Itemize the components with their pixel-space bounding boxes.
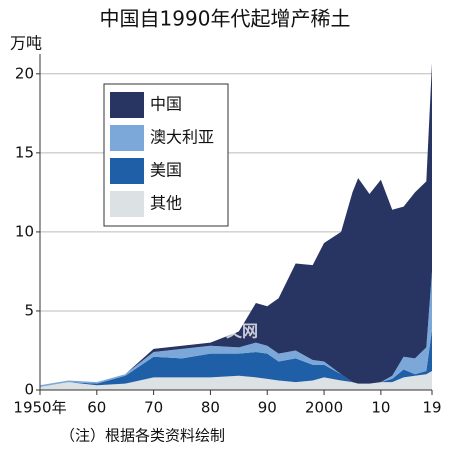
area	[40, 371, 432, 390]
area	[40, 62, 432, 386]
note: （注）根据各类资料绘制	[60, 427, 225, 445]
y-tick-label: 10	[15, 222, 34, 240]
legend-label: 其他	[150, 194, 182, 213]
legend-label: 中国	[150, 95, 182, 114]
x-tick-label: 1950年	[13, 399, 66, 417]
watermark: 日经中文网	[178, 322, 258, 341]
legend-label: 美国	[150, 161, 182, 180]
x-tick-label: 90	[258, 399, 277, 417]
y-axis-label: 万吨	[10, 34, 42, 53]
x-tick-label: 70	[144, 399, 163, 417]
chart-title: 中国自1990年代起增产稀土	[100, 7, 351, 31]
legend-label: 澳大利亚	[150, 128, 214, 147]
y-tick-label: 20	[15, 64, 34, 82]
area	[40, 271, 432, 387]
y-tick-label: 0	[24, 381, 34, 399]
legend-swatch	[110, 125, 144, 151]
x-tick-label: 19	[422, 399, 441, 417]
area	[40, 329, 432, 387]
x-tick-label: 80	[201, 399, 220, 417]
y-tick-label: 5	[24, 301, 34, 319]
legend-swatch	[110, 191, 144, 217]
x-tick-label: 60	[87, 399, 106, 417]
x-tick-label: 2000	[305, 399, 343, 417]
x-tick-label: 10	[371, 399, 390, 417]
legend-swatch	[110, 158, 144, 184]
legend-swatch	[110, 92, 144, 118]
y-tick-label: 15	[15, 143, 34, 161]
